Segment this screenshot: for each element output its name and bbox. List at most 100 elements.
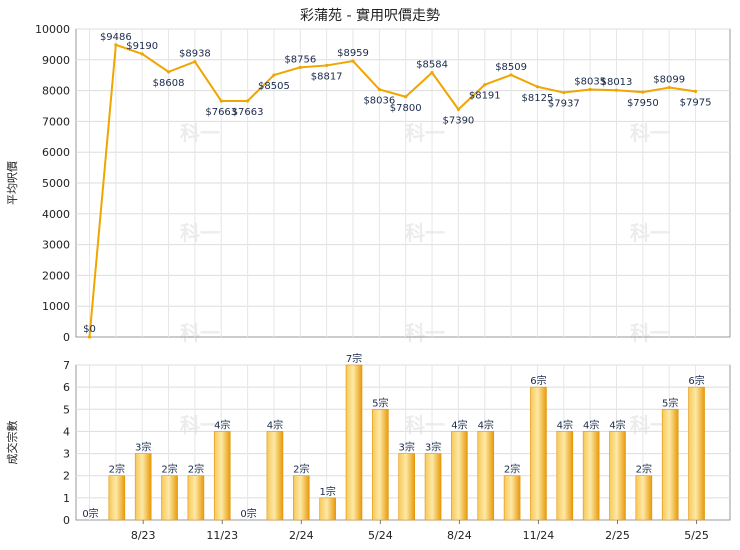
y-tick-label: 4 <box>63 425 70 438</box>
price-data-label: $8756 <box>284 54 316 65</box>
y-tick-label: 2000 <box>42 269 70 282</box>
y-tick-label: 5000 <box>42 177 70 190</box>
price-data-label: $8959 <box>337 48 369 59</box>
bar-data-label: 0宗 <box>82 507 98 520</box>
watermark-text: 科一 <box>180 413 220 437</box>
x-tick-label: 11/24 <box>523 529 555 542</box>
price-data-label: $7975 <box>680 97 712 108</box>
transaction-bar <box>530 386 547 521</box>
transaction-bar <box>688 386 705 521</box>
price-line-panel: 0 1000 2000 3000 4000 5000 6000 7000 8000 9000 100… <box>5 23 731 344</box>
y-axis-label: 成交宗數 <box>5 421 19 465</box>
price-data-label: $8099 <box>653 75 685 86</box>
transactions-bar-panel: 0 1 2 3 4 5 6 7 成交宗數 0宗 2宗 3宗 2宗 2宗 4宗 0宗 4宗 2宗 1宗 7宗 5宗 3宗 3宗… <box>5 352 731 542</box>
price-data-label: $8036 <box>363 95 395 106</box>
transaction-bar <box>398 453 416 521</box>
x-tick-label: 11/23 <box>206 529 238 542</box>
price-point <box>483 83 487 87</box>
x-tick-label: 2/24 <box>289 529 314 542</box>
price-point <box>377 87 381 92</box>
price-point <box>535 85 540 89</box>
price-point <box>456 107 460 111</box>
y-tick-label: 7000 <box>42 115 70 128</box>
price-data-label: $9486 <box>100 32 132 43</box>
price-point <box>87 335 92 339</box>
price-point <box>298 65 302 69</box>
transaction-bar <box>451 431 468 521</box>
price-point <box>404 95 408 99</box>
bar-data-label: 4宗 <box>478 418 494 431</box>
transaction-bar <box>503 475 521 521</box>
transaction-bar <box>134 453 152 521</box>
y-tick-label: 0 <box>63 514 70 527</box>
y-tick-label: 9000 <box>42 54 70 67</box>
bar-data-label: 6宗 <box>530 374 546 387</box>
price-data-label: $8125 <box>522 93 554 104</box>
price-point <box>614 88 619 92</box>
watermark-text: 科一 <box>405 121 445 145</box>
watermark-text: 科一 <box>630 321 670 345</box>
price-data-label: $0 <box>83 324 96 335</box>
transaction-bar <box>477 431 495 521</box>
price-point <box>166 70 171 74</box>
transaction-bar <box>161 475 178 521</box>
price-point <box>351 59 355 63</box>
price-data-label: $8938 <box>179 49 211 60</box>
bar-data-label: 2宗 <box>293 463 309 476</box>
y-tick-label: 0 <box>63 331 70 344</box>
price-data-label: $8817 <box>311 71 343 82</box>
transaction-bar <box>319 497 336 521</box>
price-data-label: $7390 <box>442 115 474 126</box>
price-data-label: $7937 <box>548 99 580 110</box>
transaction-bar <box>292 475 310 521</box>
price-point <box>588 87 592 92</box>
y-tick-label: 3 <box>63 448 70 461</box>
price-data-label: $8191 <box>469 91 501 102</box>
watermark-text: 科一 <box>180 221 220 245</box>
transaction-bar <box>213 431 231 521</box>
bar-data-label: 5宗 <box>662 396 678 409</box>
bar-data-label: 3宗 <box>135 441 151 454</box>
y-tick-label: 6000 <box>42 146 70 159</box>
transaction-bar <box>424 453 442 521</box>
watermark-text: 科一 <box>180 321 220 345</box>
y-tick-label: 6 <box>63 381 70 394</box>
price-point <box>193 60 197 64</box>
bar-data-label: 2宗 <box>188 463 204 476</box>
price-point <box>509 73 513 77</box>
x-tick-label: 5/24 <box>368 529 393 542</box>
price-data-label: $7800 <box>390 103 422 114</box>
y-tick-label: 8000 <box>42 85 70 98</box>
bar-data-label: 0宗 <box>240 507 256 520</box>
bar-data-label: 4宗 <box>557 418 573 431</box>
y-tick-label: 1000 <box>42 300 70 313</box>
price-data-label: $8505 <box>258 81 290 92</box>
bar-data-label: 2宗 <box>504 463 520 476</box>
x-tick-label: 8/24 <box>447 529 472 542</box>
price-data-label: $8509 <box>495 62 527 73</box>
transaction-bar <box>661 408 679 521</box>
x-tick-label: 2/25 <box>605 529 630 542</box>
bar-data-label: 3宗 <box>425 441 441 454</box>
transaction-bar <box>609 431 626 521</box>
bar-data-label: 4宗 <box>267 418 283 431</box>
watermark-text: 科一 <box>405 413 445 437</box>
x-tick-label: 8/23 <box>131 529 156 542</box>
bar-data-label: 4宗 <box>451 418 467 431</box>
bar-data-label: 6宗 <box>688 374 704 387</box>
bar-data-label: 3宗 <box>399 441 415 454</box>
price-data-label: $7950 <box>627 98 659 109</box>
bar-data-label: 4宗 <box>583 418 599 431</box>
price-data-label: $9190 <box>126 41 158 52</box>
price-point <box>641 90 645 94</box>
transaction-bar <box>266 431 284 521</box>
y-tick-label: 7 <box>63 359 70 372</box>
bar-data-label: 2宗 <box>161 463 177 476</box>
watermark-text: 科一 <box>180 121 220 145</box>
transaction-bar <box>108 475 126 521</box>
watermark-text: 科一 <box>405 321 445 345</box>
bar-data-label: 4宗 <box>609 418 625 431</box>
transaction-bar <box>372 408 389 521</box>
bar-data-label: 2宗 <box>109 463 125 476</box>
